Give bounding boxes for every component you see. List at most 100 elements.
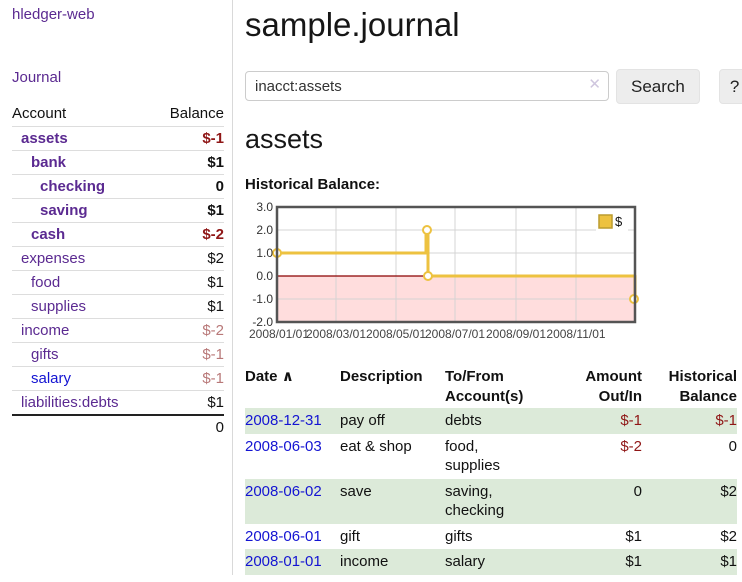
transaction-accounts: salary [445,553,486,570]
svg-text:2.0: 2.0 [256,223,273,237]
account-link-liabilities-debts[interactable]: liabilities:debts [21,394,119,411]
account-row: liabilities:debts $1 [12,390,224,416]
y-axis-labels: 3.0 2.0 1.0 0.0 -1.0 -2.0 [252,200,273,329]
transaction-amount: $1 [625,527,642,545]
legend-swatch [598,214,613,229]
account-balance: $1 [207,202,224,219]
svg-text:-1.0: -1.0 [252,292,273,306]
column-header-description: Description [340,368,423,385]
account-balance: $1 [207,394,224,411]
account-row: checking 0 [12,174,224,199]
account-link-supplies[interactable]: supplies [31,298,87,315]
data-point-markers [272,225,639,304]
page-title: sample.journal [245,6,460,43]
transaction-date-link[interactable]: 2008-01-01 [245,553,322,570]
transaction-description: gift [340,527,361,545]
account-link-income[interactable]: income [21,322,70,339]
account-link-checking[interactable]: checking [40,178,106,195]
transaction-amount: $-2 [620,437,642,455]
transaction-date-link[interactable]: 2008-06-02 [245,482,322,500]
transaction-balance: $-1 [715,412,737,429]
account-balance: $-2 [202,226,224,243]
chart-label: Historical Balance: [245,176,381,193]
transaction-description: pay off [340,412,385,429]
accounts-header-balance: Balance [169,105,224,122]
brand-link[interactable]: hledger-web [12,6,95,23]
account-balance: $-1 [202,346,224,363]
column-header-date[interactable]: Date ∧ [245,368,294,385]
accounts-total-row: 0 [12,415,224,439]
column-header-amount: Amount Out/In [585,368,642,405]
account-link-cash[interactable]: cash [31,226,66,243]
legend-label: $ [615,214,623,229]
sidebar: hledger-web Journal Account Balance asse… [0,0,233,575]
account-row: food $1 [12,270,224,295]
account-link-expenses[interactable]: expenses [21,250,86,267]
account-link-saving[interactable]: saving [40,202,88,219]
transaction-row[interactable]: 2008-12-31 pay off debts $-1 $-1 [245,408,737,434]
account-balance: 0 [215,178,224,195]
transaction-row[interactable]: 2008-06-03 eat & shop food, supplies $-2… [245,434,737,479]
transaction-balance: $2 [720,482,737,500]
account-row: salary $-1 [12,366,224,391]
transaction-row[interactable]: 2008-06-01 gift gifts $1 $2 [245,524,737,550]
account-row: cash $-2 [12,222,224,247]
chart-legend: $ [596,212,628,231]
transaction-description: eat & shop [340,437,412,455]
transaction-amount: $-1 [620,412,642,429]
svg-text:2008/05/01: 2008/05/01 [366,327,426,341]
register-table: Date ∧ Description To/From Account(s) Am… [245,365,737,575]
search-button[interactable]: Search [616,68,700,104]
account-balance: $1 [207,274,224,291]
chart-svg: $ 3.0 2.0 1.0 0.0 -1.0 -2.0 2008/01/01 2… [249,200,639,341]
transaction-row[interactable]: 2008-01-01 income salary $1 $1 [245,549,737,575]
svg-text:2008/11/01: 2008/11/01 [546,327,605,341]
register-header-row: Date ∧ Description To/From Account(s) Am… [245,365,737,408]
transaction-row[interactable]: 2008-06-02 save saving, checking 0 $2 [245,478,737,524]
transaction-accounts: gifts [445,527,473,545]
account-link-gifts[interactable]: gifts [31,346,59,363]
clear-search-icon[interactable]: ✕ [588,76,601,93]
transaction-description: income [340,553,389,570]
account-link-food[interactable]: food [31,274,61,291]
account-link-salary[interactable]: salary [31,370,72,387]
svg-text:2008/07/01: 2008/07/01 [425,327,485,341]
historical-balance-chart: $ 3.0 2.0 1.0 0.0 -1.0 -2.0 2008/01/01 2… [245,200,742,352]
svg-text:2008/01/01: 2008/01/01 [249,327,309,341]
account-row: supplies $1 [12,294,224,319]
transaction-date-link[interactable]: 2008-06-01 [245,527,322,545]
accounts-header-account: Account [12,105,67,122]
account-balance: $-1 [202,130,224,147]
svg-text:2008/03/01: 2008/03/01 [306,327,366,341]
transaction-date-link[interactable]: 2008-12-31 [245,412,322,429]
sort-ascending-icon: ∧ [281,368,294,385]
account-balance: $2 [207,250,224,267]
account-balance: $-2 [202,322,224,339]
account-balance: $1 [207,298,224,315]
transaction-accounts: food, supplies [445,437,501,475]
account-row: expenses $2 [12,246,224,271]
account-link-assets[interactable]: assets [21,130,68,147]
account-link-bank[interactable]: bank [31,154,67,171]
accounts-header-row: Account Balance [12,102,224,127]
column-header-balance: Historical Balance [668,368,737,405]
transaction-accounts: debts [445,412,482,429]
svg-text:-2.0: -2.0 [252,315,273,329]
account-balance: $-1 [202,370,224,387]
transaction-date-link[interactable]: 2008-06-03 [245,437,322,455]
account-row: gifts $-1 [12,342,224,367]
plot-border [275,205,637,324]
accounts-table: Account Balance assets $-1 bank $1 check… [12,102,224,439]
svg-text:1.0: 1.0 [256,246,273,260]
accounts-total: 0 [215,419,224,436]
search-input[interactable] [245,71,609,101]
transaction-balance: $2 [720,527,737,545]
account-row: saving $1 [12,198,224,223]
account-row: assets $-1 [12,126,224,151]
x-axis-labels: 2008/01/01 2008/03/01 2008/05/01 2008/07… [249,327,606,341]
svg-text:2008/09/01: 2008/09/01 [486,327,546,341]
sidebar-item-journal[interactable]: Journal [12,69,62,86]
help-button[interactable]: ? [718,68,742,104]
transaction-description: save [340,482,372,500]
